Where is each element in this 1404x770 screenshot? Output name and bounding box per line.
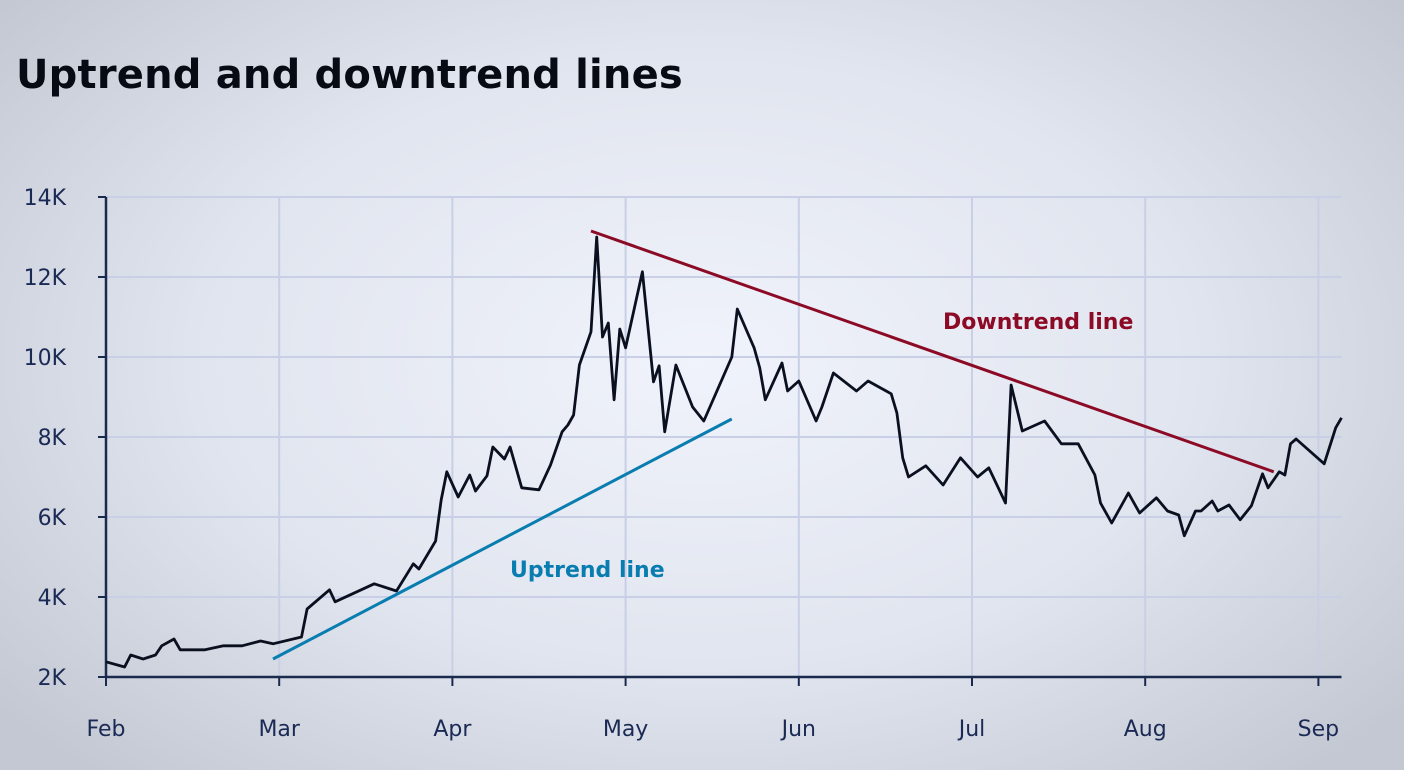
y-tick-label: 10K (24, 346, 67, 371)
uptrend-line (272, 417, 733, 661)
x-tick-label: Apr (433, 717, 472, 742)
x-tick-label: Aug (1124, 717, 1167, 742)
x-tick-label: May (603, 717, 648, 742)
axes (98, 196, 1342, 686)
x-tick-label: Sep (1298, 717, 1339, 742)
x-tick-label: Jul (957, 717, 986, 742)
y-tick-label: 14K (24, 186, 67, 211)
downtrend-line (590, 229, 1275, 474)
y-tick-label: 2K (38, 666, 67, 691)
y-tick-label: 4K (38, 586, 67, 611)
tick-labels: 2K 4K 6K 8K 10K 12K 14K Feb Mar Apr May Jun Jul Aug Se… (24, 186, 1340, 742)
y-tick-label: 12K (24, 266, 67, 291)
price-line (105, 235, 1343, 669)
x-tick-label: Feb (87, 717, 126, 742)
chart-title: Uptrend and downtrend lines (16, 52, 683, 98)
downtrend-label: Downtrend line (943, 310, 1133, 335)
uptrend-label: Uptrend line (510, 558, 665, 583)
y-tick-label: 8K (38, 426, 67, 451)
y-tick-label: 6K (38, 506, 67, 531)
trendlines (272, 229, 1275, 661)
gridlines (106, 196, 1342, 677)
x-tick-label: Jun (780, 717, 816, 742)
x-tick-label: Mar (258, 717, 300, 742)
series (105, 235, 1343, 669)
